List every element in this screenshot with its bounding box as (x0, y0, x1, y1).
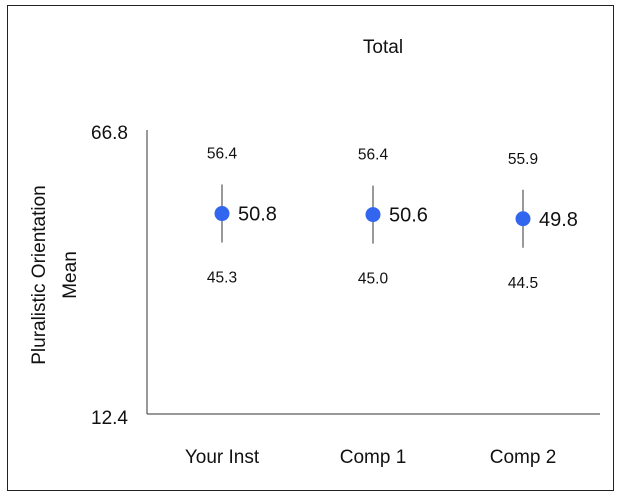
upper-label-comp-2: 55.9 (508, 151, 538, 168)
plot-marks: 50.8 56.4 45.3 Your Inst 50.6 56.4 45.0 Comp 1 4… (185, 146, 578, 468)
mean-label-comp-2: 49.8 (539, 209, 578, 231)
upper-label-comp-1: 56.4 (358, 147, 389, 164)
x-tick-comp-1: Comp 1 (340, 447, 407, 468)
mean-marker-comp-2 (515, 211, 531, 227)
mean-marker-comp-1 (365, 207, 381, 223)
chart-frame (7, 5, 614, 491)
lower-label-comp-1: 45.0 (358, 271, 389, 288)
mean-label-your-inst: 50.8 (238, 204, 277, 226)
lower-label-your-inst: 45.3 (207, 270, 237, 287)
chart-title: Total (363, 37, 403, 58)
lower-label-comp-2: 44.5 (508, 275, 538, 292)
y-tick-max: 66.8 (91, 123, 128, 144)
y-tick-min: 12.4 (91, 408, 128, 429)
y-axis-label: Pluralistic Orientation Mean (29, 185, 81, 365)
y-axis-label-line1: Pluralistic Orientation (29, 185, 50, 365)
mean-label-comp-1: 50.6 (389, 205, 428, 227)
x-tick-your-inst: Your Inst (185, 447, 260, 468)
mean-marker-your-inst (214, 206, 230, 222)
y-axis-label-line2: Mean (60, 251, 81, 299)
x-tick-comp-2: Comp 2 (490, 447, 557, 468)
upper-label-your-inst: 56.4 (207, 146, 238, 163)
